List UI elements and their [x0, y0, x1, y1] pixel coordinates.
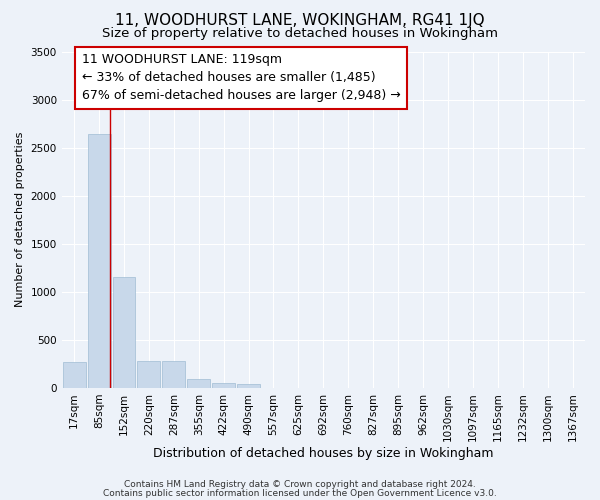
- Bar: [88, 134, 110, 388]
- Bar: [163, 361, 185, 388]
- Bar: [137, 361, 160, 388]
- Y-axis label: Number of detached properties: Number of detached properties: [15, 132, 25, 308]
- Bar: [212, 383, 235, 388]
- Bar: [113, 278, 136, 388]
- Text: 11 WOODHURST LANE: 119sqm
← 33% of detached houses are smaller (1,485)
67% of se: 11 WOODHURST LANE: 119sqm ← 33% of detac…: [82, 54, 400, 102]
- Bar: [62, 362, 86, 388]
- Text: Size of property relative to detached houses in Wokingham: Size of property relative to detached ho…: [102, 28, 498, 40]
- Text: Contains HM Land Registry data © Crown copyright and database right 2024.: Contains HM Land Registry data © Crown c…: [124, 480, 476, 489]
- Text: 11, WOODHURST LANE, WOKINGHAM, RG41 1JQ: 11, WOODHURST LANE, WOKINGHAM, RG41 1JQ: [115, 12, 485, 28]
- X-axis label: Distribution of detached houses by size in Wokingham: Distribution of detached houses by size …: [153, 447, 494, 460]
- Bar: [187, 378, 210, 388]
- Bar: [237, 384, 260, 388]
- Text: Contains public sector information licensed under the Open Government Licence v3: Contains public sector information licen…: [103, 488, 497, 498]
